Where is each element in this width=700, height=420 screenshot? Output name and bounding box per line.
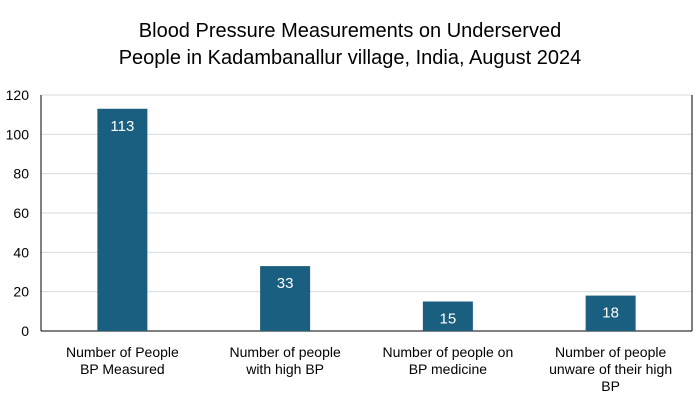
chart-title-line-2: People in Kadambanallur village, India, … (118, 47, 582, 69)
bar (260, 266, 311, 331)
chart-title-line-1: Blood Pressure Measurements on Underserv… (138, 20, 562, 42)
x-tick-label: Number of people on BP medicine (382, 344, 513, 377)
y-tick-label: 60 (13, 205, 29, 221)
y-tick-label: 120 (6, 87, 30, 103)
x-tick-label: Number of people with high BP (229, 344, 341, 377)
y-tick-label: 100 (6, 126, 30, 142)
y-tick-label: 0 (21, 323, 29, 339)
y-tick-label: 40 (13, 244, 29, 260)
x-tick-label: Number of people unware of their high BP (549, 344, 672, 394)
data-label: 33 (277, 275, 294, 292)
bar (422, 301, 473, 331)
y-tick-label: 80 (13, 166, 29, 182)
bar (97, 108, 148, 332)
x-tick-label: Number of People BP Measured (66, 344, 179, 377)
y-tick-label: 20 (13, 284, 29, 300)
data-label: 15 (440, 311, 457, 328)
bar (585, 295, 636, 331)
data-label: 113 (110, 118, 134, 135)
data-label: 18 (602, 305, 619, 322)
